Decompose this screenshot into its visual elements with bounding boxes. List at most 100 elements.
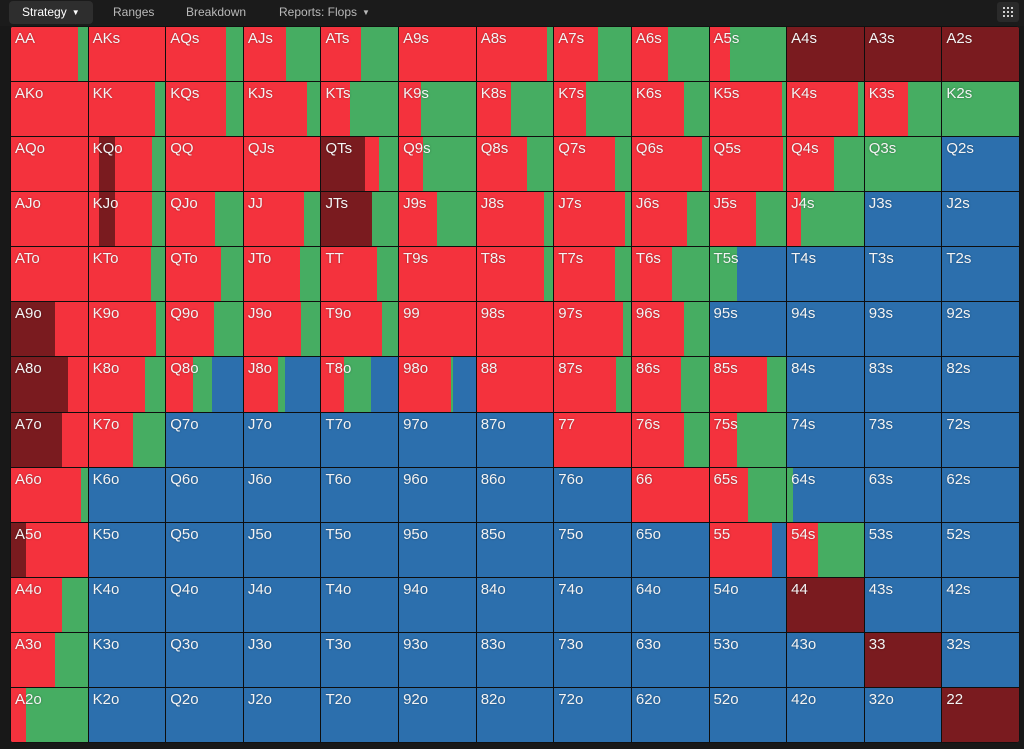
hand-cell-QTo[interactable]: QTo — [166, 247, 243, 302]
hand-cell-J6s[interactable]: J6s — [631, 192, 709, 247]
hand-cell-T8s[interactable]: T8s — [476, 247, 554, 302]
hand-cell-63o[interactable]: 63o — [631, 632, 709, 687]
hand-cell-J7o[interactable]: J7o — [243, 412, 321, 467]
hand-cell-KJs[interactable]: KJs — [243, 82, 321, 137]
hand-cell-KTo[interactable]: KTo — [88, 247, 166, 302]
hand-cell-J7s[interactable]: J7s — [554, 192, 631, 247]
hand-cell-53o[interactable]: 53o — [709, 632, 787, 687]
hand-cell-55[interactable]: 55 — [709, 522, 787, 577]
hand-cell-AJo[interactable]: AJo — [11, 192, 88, 247]
hand-cell-K6s[interactable]: K6s — [631, 82, 709, 137]
tab-ranges[interactable]: Ranges — [113, 0, 154, 25]
hand-cell-43s[interactable]: 43s — [864, 577, 942, 632]
hand-cell-A5o[interactable]: A5o — [11, 522, 88, 577]
hand-cell-Q4s[interactable]: Q4s — [787, 137, 864, 192]
hand-cell-J9s[interactable]: J9s — [399, 192, 476, 247]
hand-cell-T2o[interactable]: T2o — [321, 687, 399, 742]
hand-cell-J8s[interactable]: J8s — [476, 192, 554, 247]
hand-cell-A6o[interactable]: A6o — [11, 467, 88, 522]
hand-cell-T6s[interactable]: T6s — [631, 247, 709, 302]
hand-cell-J9o[interactable]: J9o — [243, 302, 321, 357]
hand-cell-93s[interactable]: 93s — [864, 302, 942, 357]
hand-cell-K3o[interactable]: K3o — [88, 632, 166, 687]
hand-cell-86s[interactable]: 86s — [631, 357, 709, 412]
hand-cell-K7o[interactable]: K7o — [88, 412, 166, 467]
tab-breakdown[interactable]: Breakdown — [186, 0, 246, 25]
hand-cell-Q2s[interactable]: Q2s — [942, 137, 1019, 192]
hand-cell-Q5o[interactable]: Q5o — [166, 522, 243, 577]
hand-cell-KTs[interactable]: KTs — [321, 82, 399, 137]
hand-cell-74s[interactable]: 74s — [787, 412, 864, 467]
hand-cell-98s[interactable]: 98s — [476, 302, 554, 357]
hand-cell-52o[interactable]: 52o — [709, 687, 787, 742]
hand-cell-Q9s[interactable]: Q9s — [399, 137, 476, 192]
hand-cell-A3s[interactable]: A3s — [864, 27, 942, 82]
hand-cell-32o[interactable]: 32o — [864, 687, 942, 742]
hand-cell-Q4o[interactable]: Q4o — [166, 577, 243, 632]
hand-cell-JTs[interactable]: JTs — [321, 192, 399, 247]
hand-cell-84o[interactable]: 84o — [476, 577, 554, 632]
hand-cell-A4o[interactable]: A4o — [11, 577, 88, 632]
hand-cell-T4o[interactable]: T4o — [321, 577, 399, 632]
hand-cell-32s[interactable]: 32s — [942, 632, 1019, 687]
hand-cell-T9s[interactable]: T9s — [399, 247, 476, 302]
hand-cell-AA[interactable]: AA — [11, 27, 88, 82]
hand-cell-95s[interactable]: 95s — [709, 302, 787, 357]
hand-cell-T2s[interactable]: T2s — [942, 247, 1019, 302]
hand-cell-63s[interactable]: 63s — [864, 467, 942, 522]
hand-cell-Q6o[interactable]: Q6o — [166, 467, 243, 522]
hand-cell-A4s[interactable]: A4s — [787, 27, 864, 82]
hand-cell-K3s[interactable]: K3s — [864, 82, 942, 137]
hand-cell-A7o[interactable]: A7o — [11, 412, 88, 467]
hand-cell-ATo[interactable]: ATo — [11, 247, 88, 302]
hand-cell-Q5s[interactable]: Q5s — [709, 137, 787, 192]
hand-cell-K8s[interactable]: K8s — [476, 82, 554, 137]
hand-cell-98o[interactable]: 98o — [399, 357, 476, 412]
hand-cell-AQo[interactable]: AQo — [11, 137, 88, 192]
hand-cell-T6o[interactable]: T6o — [321, 467, 399, 522]
hand-cell-66[interactable]: 66 — [631, 467, 709, 522]
hand-cell-J5s[interactable]: J5s — [709, 192, 787, 247]
hand-cell-95o[interactable]: 95o — [399, 522, 476, 577]
hand-cell-74o[interactable]: 74o — [554, 577, 631, 632]
hand-cell-A2o[interactable]: A2o — [11, 687, 88, 742]
hand-cell-T9o[interactable]: T9o — [321, 302, 399, 357]
hand-cell-Q2o[interactable]: Q2o — [166, 687, 243, 742]
hand-cell-Q3s[interactable]: Q3s — [864, 137, 942, 192]
hand-cell-96o[interactable]: 96o — [399, 467, 476, 522]
hand-cell-88[interactable]: 88 — [476, 357, 554, 412]
hand-cell-T3o[interactable]: T3o — [321, 632, 399, 687]
hand-cell-QJo[interactable]: QJo — [166, 192, 243, 247]
hand-cell-A8s[interactable]: A8s — [476, 27, 554, 82]
hand-cell-K5o[interactable]: K5o — [88, 522, 166, 577]
hand-cell-K7s[interactable]: K7s — [554, 82, 631, 137]
hand-cell-K8o[interactable]: K8o — [88, 357, 166, 412]
hand-cell-A3o[interactable]: A3o — [11, 632, 88, 687]
hand-cell-Q8o[interactable]: Q8o — [166, 357, 243, 412]
tab-strategy[interactable]: Strategy ▼ — [9, 1, 93, 24]
hand-cell-K6o[interactable]: K6o — [88, 467, 166, 522]
hand-cell-J3o[interactable]: J3o — [243, 632, 321, 687]
hand-cell-65s[interactable]: 65s — [709, 467, 787, 522]
hand-cell-A5s[interactable]: A5s — [709, 27, 787, 82]
hand-cell-83o[interactable]: 83o — [476, 632, 554, 687]
hand-cell-KJo[interactable]: KJo — [88, 192, 166, 247]
hand-cell-K2o[interactable]: K2o — [88, 687, 166, 742]
hand-cell-22[interactable]: 22 — [942, 687, 1019, 742]
hand-cell-Q9o[interactable]: Q9o — [166, 302, 243, 357]
hand-cell-54s[interactable]: 54s — [787, 522, 864, 577]
hand-cell-54o[interactable]: 54o — [709, 577, 787, 632]
hand-cell-44[interactable]: 44 — [787, 577, 864, 632]
hand-cell-86o[interactable]: 86o — [476, 467, 554, 522]
hand-cell-AKo[interactable]: AKo — [11, 82, 88, 137]
hand-cell-Q7o[interactable]: Q7o — [166, 412, 243, 467]
grid-menu-button[interactable] — [997, 2, 1019, 22]
hand-cell-Q8s[interactable]: Q8s — [476, 137, 554, 192]
hand-cell-73s[interactable]: 73s — [864, 412, 942, 467]
hand-cell-KK[interactable]: KK — [88, 82, 166, 137]
hand-cell-85s[interactable]: 85s — [709, 357, 787, 412]
hand-cell-A6s[interactable]: A6s — [631, 27, 709, 82]
hand-cell-J6o[interactable]: J6o — [243, 467, 321, 522]
hand-cell-87s[interactable]: 87s — [554, 357, 631, 412]
hand-cell-TT[interactable]: TT — [321, 247, 399, 302]
